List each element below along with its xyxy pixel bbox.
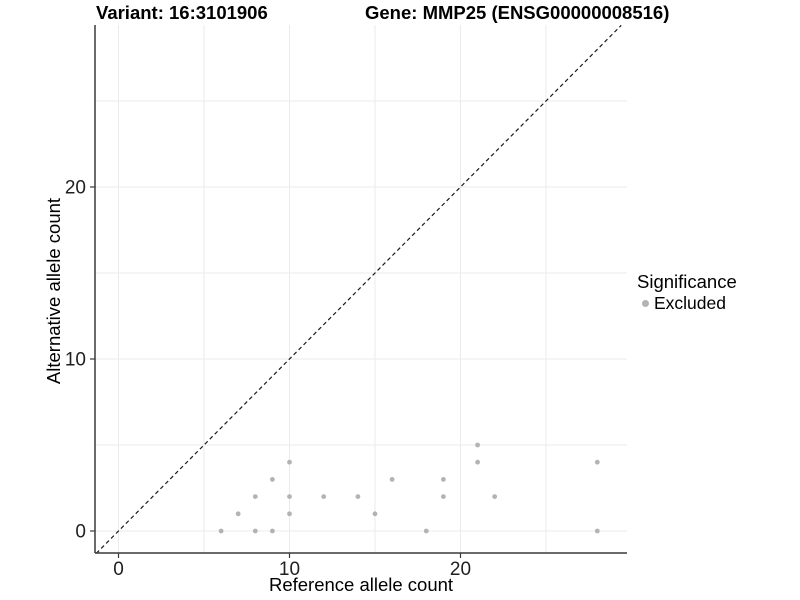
identity-line <box>95 24 622 554</box>
data-point <box>594 528 600 534</box>
data-point <box>389 477 395 482</box>
y-tick-label: 10 <box>65 350 86 371</box>
data-point <box>423 528 429 534</box>
legend-title: Significance <box>637 271 737 292</box>
data-point <box>218 528 224 534</box>
legend-point-swatch <box>642 300 649 307</box>
data-point <box>372 511 378 517</box>
data-point <box>441 477 446 482</box>
legend-item-label: Excluded <box>654 293 726 313</box>
data-point <box>355 494 361 499</box>
legend-item-excluded: Excluded <box>637 293 737 314</box>
x-tick-label: 10 <box>279 559 300 580</box>
data-point <box>252 528 258 534</box>
y-tick-label: 20 <box>65 178 86 199</box>
data-point <box>235 511 241 517</box>
data-point <box>475 442 480 448</box>
data-point <box>321 494 327 499</box>
data-point <box>287 459 292 465</box>
data-point <box>594 459 600 465</box>
plot-title-variant: Variant: 16:3101906 <box>96 2 268 23</box>
x-tick-label: 0 <box>113 559 124 580</box>
data-point <box>252 494 258 499</box>
data-point <box>492 494 498 499</box>
data-point <box>270 528 275 534</box>
data-point <box>441 494 446 499</box>
data-point <box>270 477 275 482</box>
x-tick-label: 20 <box>450 559 471 580</box>
data-point <box>475 459 480 465</box>
data-point <box>287 494 292 499</box>
data-point <box>287 511 292 517</box>
y-axis-title: Alternative allele count <box>43 197 64 385</box>
x-axis-title: Reference allele count <box>268 574 454 595</box>
plot-title-gene: Gene: MMP25 (ENSG00000008516) <box>365 2 670 23</box>
legend: Significance Excluded <box>637 271 737 314</box>
y-tick-label: 0 <box>75 522 86 543</box>
